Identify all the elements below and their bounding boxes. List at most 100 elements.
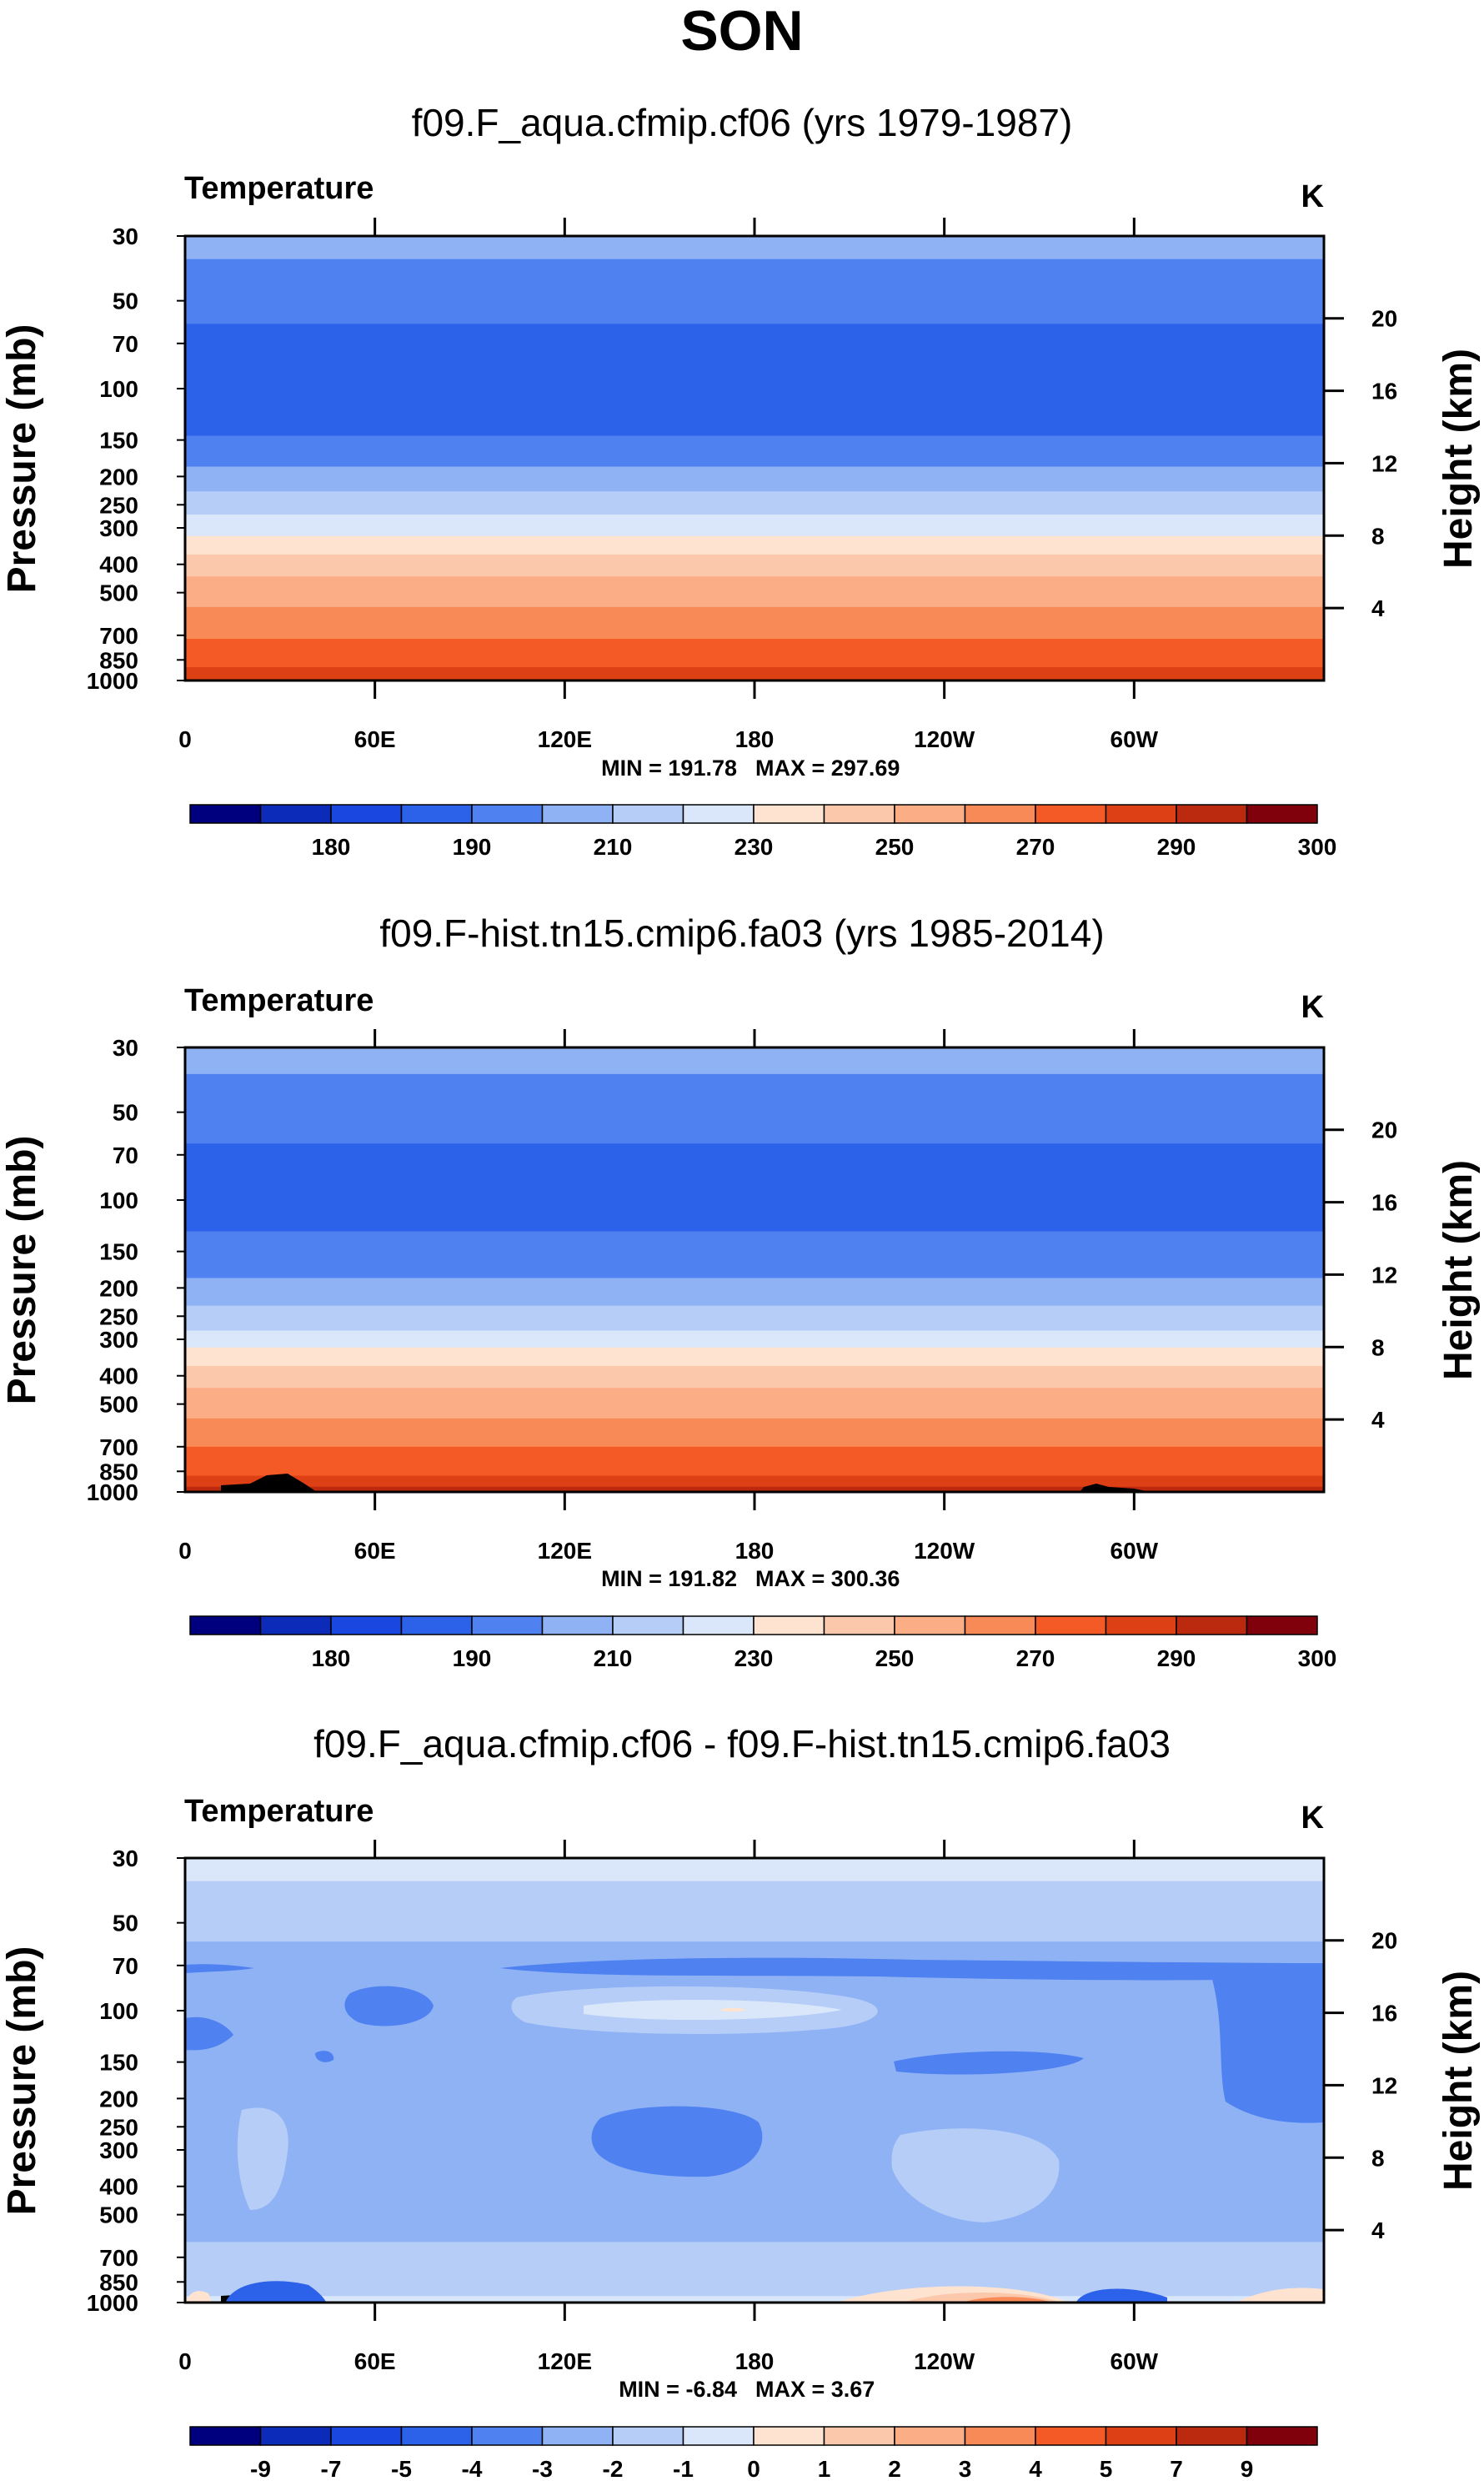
colorbar-label: 180 [312,1645,351,1671]
y2-tick-label: 16 [1371,2001,1397,2026]
colorbar-label: -9 [250,2456,271,2481]
colorbar-swatch [823,1615,895,1635]
y2-axis-label: Height (km) [1436,1160,1481,1380]
colorbar-label: 230 [734,834,774,860]
y-tick-label: 250 [99,2114,138,2140]
y-tick-label: 70 [113,1143,138,1168]
y-tick-label: 250 [99,492,138,518]
y2-tick-label: 20 [1371,1928,1397,1954]
x-tick-label: 0 [178,2348,192,2374]
colorbar-label: 290 [1157,1645,1196,1671]
colorbar-label: 190 [453,1645,492,1671]
panel-title: f09.F_aqua.cfmip.cf06 - f09.F-hist.tn15.… [313,1722,1171,1765]
contour-band-4 [185,466,1324,492]
x-tick-label: 120E [538,1538,592,1564]
colorbar-swatch [189,2426,262,2446]
units-label: K [1301,1800,1325,1836]
colorbar-label: 9 [1241,2456,1254,2481]
contour-band-8 [185,1365,1324,1389]
contour-band-10 [185,1418,1324,1448]
colorbar-swatch [612,804,684,824]
y2-tick-label: 12 [1371,450,1397,476]
colorbar-swatch [1035,1615,1107,1635]
panel-title: f09.F_aqua.cfmip.cf06 (yrs 1979-1987) [412,101,1073,144]
y-tick-label: 200 [99,2086,138,2112]
y2-tick-label: 8 [1371,523,1385,549]
variable-label: Temperature [184,171,374,206]
colorbar-swatch [1246,2426,1318,2446]
y-tick-label: 1000 [87,1479,138,1505]
topography-south-america [1080,1484,1151,1492]
colorbar-swatch [541,2426,614,2446]
colorbar-label: 1 [818,2456,831,2481]
y-tick-label: 50 [113,1911,138,1936]
contour-band-8 [185,554,1324,577]
colorbar-swatch [400,1615,473,1635]
colorbar-swatch [682,804,755,824]
colorbar-swatch [1035,804,1107,824]
colorbar-label: 5 [1100,2456,1113,2481]
contour-band-5 [185,491,1324,515]
y-tick-label: 200 [99,1275,138,1301]
y2-axis-label: Height (km) [1436,1971,1481,2191]
plot-frame [183,1046,1326,1494]
colorbar: 180 190 210 230 250 270 290 300 [189,804,1336,860]
contour-band-9 [185,1388,1324,1419]
y-tick-label: 850 [99,647,138,673]
colorbar-label: 270 [1016,1645,1055,1671]
colorbar-swatch [753,2426,825,2446]
y2-tick-label: 4 [1371,595,1385,621]
max-value-label: MAX = 3.67 [755,2377,875,2402]
y-tick-label: 300 [99,1327,138,1353]
contour-band-12 [185,1475,1324,1488]
plot-frame [183,1856,1326,2304]
colorbar-swatch [189,1615,262,1635]
contour-band-1 [185,1073,1324,1144]
colorbar-label: 250 [875,834,915,860]
colorbar-label: -3 [532,2456,553,2481]
x-tick-label: 60W [1110,726,1159,752]
colorbar-label: 270 [1016,834,1055,860]
y-tick-label: 400 [99,2174,138,2200]
colorbar-label: 4 [1029,2456,1042,2481]
y-tick-label: 50 [113,1100,138,1126]
y-tick-label: 100 [99,1998,138,2024]
x-tick-label: 180 [735,726,775,752]
anomaly-cool-band-left-70mb [185,1964,254,1973]
contour-band-1 [185,1881,1324,1942]
colorbar-swatch [400,2426,473,2446]
colorbar-swatch [1246,1615,1318,1635]
colorbar-swatch [1105,2426,1177,2446]
difference-anomaly-features [185,1957,1324,2303]
x-tick-label: 120W [914,1538,975,1564]
colorbar-label: 190 [453,834,492,860]
contour-band-12 [185,666,1324,681]
contour-band-9 [185,576,1324,608]
colorbar-label: -7 [321,2456,342,2481]
y-tick-label: 500 [99,1392,138,1418]
anomaly-cool-region-west [185,2016,233,2051]
x-tick-label: 60E [354,726,396,752]
y2-tick-label: 8 [1371,1334,1385,1360]
y-axis-label: Pressure (mb) [0,1136,44,1405]
max-value-label: MAX = 297.69 [755,756,900,781]
y-tick-label: 850 [99,1459,138,1484]
colorbar-swatch [964,1615,1036,1635]
min-value-label: MIN = 191.78 [601,756,737,781]
y-axis-label: Pressure (mb) [0,324,44,594]
y-tick-label: 700 [99,623,138,649]
colorbar-swatch [400,804,473,824]
anomaly-cool-patch-small [315,2051,334,2062]
anomaly-warm-surface-far-right [1234,2288,1324,2303]
colorbar-label: 300 [1298,1645,1337,1671]
x-tick-label: 60E [354,1538,396,1564]
x-tick-label: 60W [1110,1538,1159,1564]
x-tick-label: 120E [538,2348,592,2374]
panel-difference: f09.F_aqua.cfmip.cf06 - f09.F-hist.tn15.… [0,1722,1481,2481]
colorbar-swatch [330,804,403,824]
colorbar-swatch [541,1615,614,1635]
colorbar-swatch [1176,804,1248,824]
contour-band-2 [185,1143,1324,1233]
